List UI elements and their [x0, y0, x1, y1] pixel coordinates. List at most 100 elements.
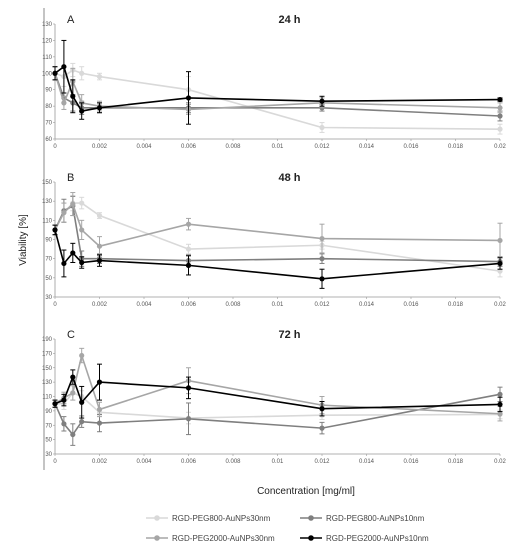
panel-letter: B — [67, 172, 74, 184]
data-point — [70, 390, 76, 396]
data-point — [185, 221, 192, 227]
data-point — [319, 124, 325, 131]
data-point — [79, 200, 85, 206]
x-tick-label: 0.008 — [225, 302, 241, 308]
x-tick-label: 0.006 — [181, 459, 197, 465]
data-point — [52, 401, 58, 407]
y-tick-label: 120 — [42, 38, 53, 44]
legend-item: RGD-PEG2000-AuNPs10nm — [300, 534, 429, 543]
legend-item: RGD-PEG2000-AuNPs30nm — [146, 534, 275, 543]
x-tick-label: 0 — [53, 459, 57, 465]
data-point — [319, 406, 325, 412]
data-point — [96, 257, 103, 264]
data-point — [79, 419, 85, 425]
data-point — [96, 379, 103, 385]
x-tick-label: 0.02 — [494, 302, 506, 308]
data-point — [70, 250, 76, 256]
panel-c: 30 50 70 90 110 130 150 170 190 0 0.002 0.004 0.006 0… — [42, 329, 507, 465]
data-point — [61, 260, 67, 267]
legend-swatch-marker — [154, 515, 160, 521]
data-point — [79, 108, 85, 114]
data-point — [70, 374, 76, 380]
x-tick-label: 0.012 — [314, 459, 330, 465]
y-tick-label: 50 — [45, 438, 52, 444]
data-point — [319, 256, 325, 262]
x-tick-label: 0.01 — [272, 302, 284, 308]
data-point — [96, 243, 103, 249]
series-line — [54, 65, 501, 112]
series-line — [54, 202, 501, 248]
legend-item: RGD-PEG800-AuNPs30nm — [146, 514, 271, 523]
data-point — [96, 73, 103, 80]
legend-swatch-marker — [308, 515, 314, 521]
x-tick-label: 0.012 — [314, 302, 330, 308]
data-point — [79, 352, 85, 359]
series-line — [54, 73, 501, 111]
data-point — [185, 95, 192, 101]
x-tick-label: 0.002 — [92, 144, 108, 150]
x-tick-label: 0.006 — [181, 302, 197, 308]
data-point — [52, 227, 58, 233]
data-point — [497, 391, 503, 397]
data-point — [185, 416, 192, 422]
x-tick-label: 0.008 — [225, 144, 241, 150]
series-4 — [52, 224, 503, 289]
legend: RGD-PEG800-AuNPs30nm RGD-PEG2000-AuNPs30n… — [146, 514, 429, 543]
data-point — [497, 113, 503, 119]
y-tick-label: 70 — [45, 121, 52, 127]
x-tick-label: 0.002 — [92, 459, 108, 465]
series-line — [54, 374, 501, 410]
x-tick-label: 0.012 — [314, 144, 330, 150]
figure-xlabel: Concentration [mg/ml] — [257, 486, 355, 497]
data-point — [61, 210, 67, 216]
data-point — [70, 201, 76, 207]
data-point — [79, 227, 85, 233]
x-tick-label: 0.016 — [403, 144, 419, 150]
series-1 — [52, 385, 503, 425]
data-point — [70, 93, 76, 99]
data-point — [319, 276, 325, 282]
data-point — [96, 212, 103, 219]
data-point — [79, 70, 85, 76]
data-point — [185, 262, 192, 268]
x-tick-label: 0.008 — [225, 459, 241, 465]
y-tick-label: 130 — [42, 22, 53, 28]
data-point — [185, 385, 192, 391]
data-point — [61, 64, 67, 70]
data-point — [61, 397, 67, 403]
data-point — [96, 105, 103, 111]
y-tick-label: 30 — [45, 452, 52, 458]
series-line — [54, 229, 501, 280]
x-tick-label: 0.004 — [136, 459, 152, 465]
series-3 — [52, 66, 503, 122]
y-tick-label: 60 — [45, 137, 52, 143]
data-point — [319, 425, 325, 431]
legend-label: RGD-PEG2000-AuNPs10nm — [326, 534, 429, 543]
x-tick-label: 0 — [53, 302, 57, 308]
y-tick-label: 70 — [45, 423, 52, 429]
panel-title: 24 h — [278, 14, 300, 26]
y-tick-label: 170 — [42, 351, 53, 357]
x-tick-label: 0.006 — [181, 144, 197, 150]
series-1 — [52, 194, 503, 278]
series-4 — [52, 39, 503, 125]
data-point — [52, 70, 58, 76]
data-point — [497, 237, 503, 244]
x-tick-label: 0.004 — [136, 144, 152, 150]
y-tick-label: 130 — [42, 380, 53, 386]
data-point — [497, 105, 503, 111]
data-point — [61, 421, 67, 427]
series-1 — [52, 62, 503, 135]
x-tick-label: 0.004 — [136, 302, 152, 308]
x-tick-label: 0.014 — [359, 302, 375, 308]
x-tick-label: 0.016 — [403, 459, 419, 465]
y-tick-label: 90 — [45, 238, 52, 244]
x-tick-label: 0 — [53, 144, 57, 150]
x-tick-label: 0.018 — [448, 144, 464, 150]
x-tick-label: 0.014 — [359, 459, 375, 465]
y-tick-label: 30 — [45, 295, 52, 301]
series-3 — [52, 386, 503, 446]
y-tick-label: 100 — [42, 71, 53, 77]
